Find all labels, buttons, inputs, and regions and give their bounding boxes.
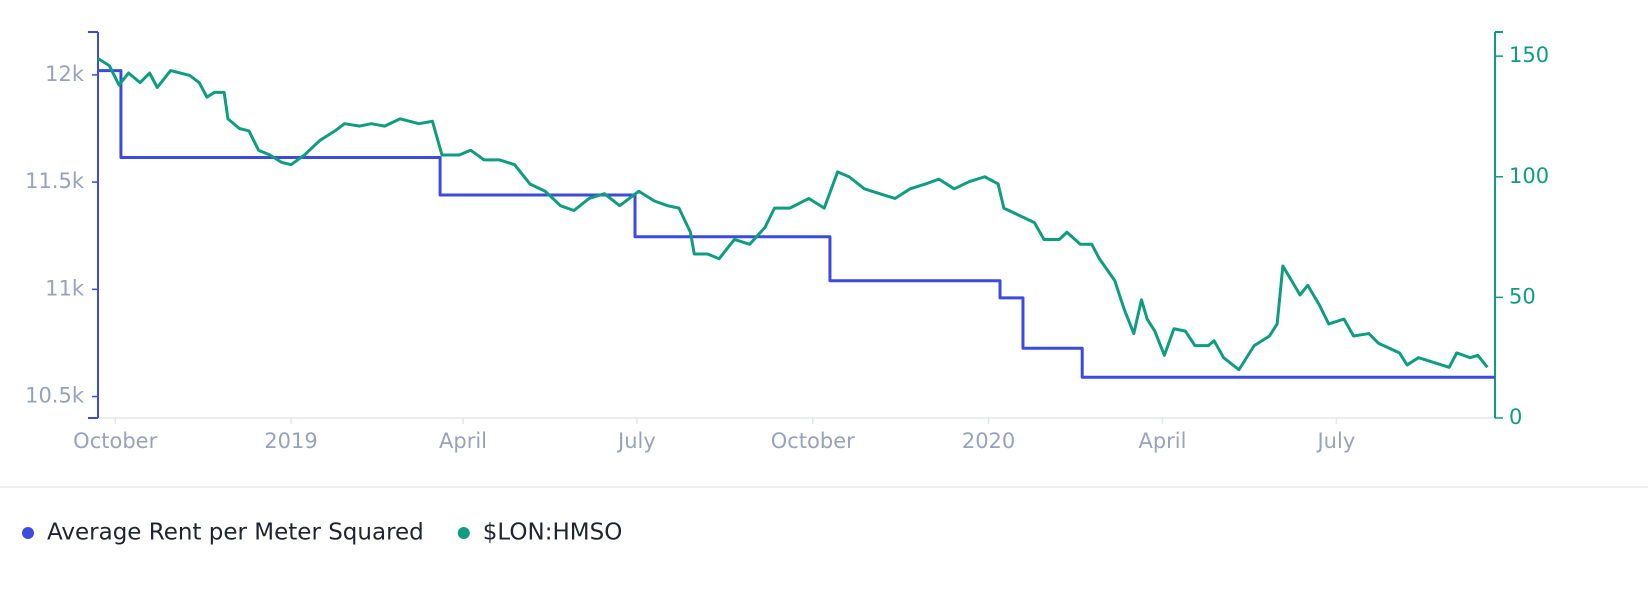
legend-label: $LON:HMSO bbox=[483, 520, 623, 546]
x-tick-label: July bbox=[1315, 429, 1355, 453]
legend-marker bbox=[22, 527, 34, 539]
series-line bbox=[98, 69, 1495, 379]
y2-tick-label: 150 bbox=[1509, 43, 1549, 67]
legend-marker bbox=[457, 527, 470, 539]
y-tick-label: 11.5k bbox=[25, 169, 85, 193]
y2-tick-label: 100 bbox=[1509, 164, 1549, 188]
y2-tick-label: 0 bbox=[1509, 405, 1522, 429]
x-tick-label: July bbox=[616, 429, 656, 453]
legend-label: Average Rent per Meter Squared bbox=[47, 520, 424, 546]
x-tick-label: 2020 bbox=[962, 429, 1015, 453]
y-tick-label: 10.5k bbox=[25, 384, 85, 408]
y2-tick-label: 50 bbox=[1509, 284, 1536, 308]
y-tick-label: 11k bbox=[45, 276, 85, 300]
x-tick-label: April bbox=[1138, 429, 1186, 453]
x-tick-label: 2019 bbox=[264, 429, 317, 453]
series-line bbox=[97, 57, 1489, 372]
x-tick-label: October bbox=[771, 429, 855, 453]
y-tick-label: 12k bbox=[45, 62, 85, 86]
x-tick-label: April bbox=[439, 429, 487, 453]
x-tick-label: October bbox=[73, 429, 157, 453]
